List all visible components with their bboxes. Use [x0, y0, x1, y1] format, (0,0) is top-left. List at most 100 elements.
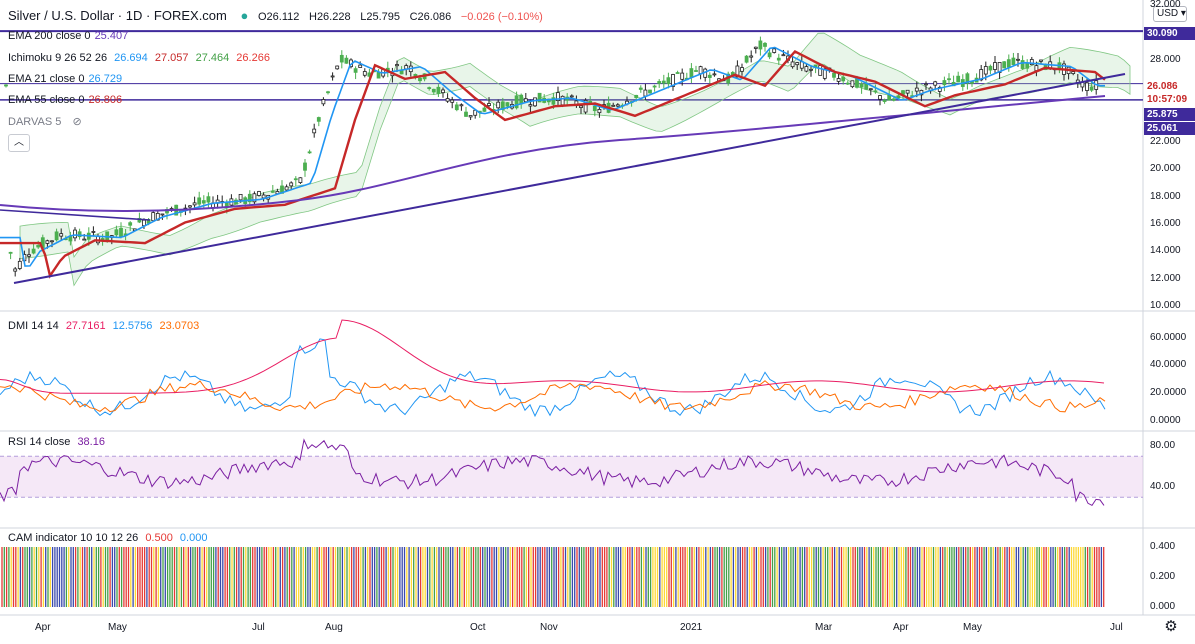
- market-status-icon: ●: [240, 8, 249, 23]
- candle-body: [947, 78, 951, 81]
- gear-icon[interactable]: ⚙: [1164, 618, 1178, 635]
- candle-body: [597, 109, 602, 114]
- candle-body: [712, 73, 717, 76]
- candle-body: [459, 104, 464, 107]
- candle-body: [464, 111, 468, 117]
- candle-body: [795, 62, 800, 66]
- legend-ichimoku[interactable]: Ichimoku 9 26 52 26 26.694 27.057 27.464…: [8, 52, 270, 64]
- candle-body: [431, 88, 436, 93]
- price-tick-label: 28.000: [1150, 53, 1181, 65]
- candle-body: [648, 89, 652, 94]
- candle-body: [523, 98, 528, 103]
- candle-body: [551, 97, 556, 105]
- candle-body: [284, 186, 289, 191]
- ema200-line: [0, 95, 1106, 213]
- ema21-line: [0, 46, 1105, 267]
- price-tick-label: 20.000: [1150, 163, 1181, 175]
- dmi-plus-line: [0, 338, 1106, 418]
- chevron-down-icon: ▾: [1180, 8, 1186, 19]
- candle-body: [661, 80, 666, 84]
- candle-body: [569, 95, 574, 98]
- price-tick-label: 12.000: [1150, 272, 1181, 284]
- candle-body: [845, 82, 850, 85]
- candle-body: [735, 65, 740, 78]
- price-tick-label: 22.000: [1150, 135, 1181, 147]
- candle-body: [91, 231, 96, 233]
- candle-body: [776, 57, 781, 61]
- candle-body: [855, 78, 859, 88]
- time-tick-label: Oct: [470, 622, 486, 633]
- candle-body: [611, 104, 616, 107]
- candle-body: [77, 231, 82, 238]
- candle-body: [1029, 59, 1034, 66]
- rsi-band: [0, 456, 1143, 498]
- candle-body: [914, 87, 919, 92]
- legend-ema55[interactable]: EMA 55 close 0 26.806: [8, 94, 123, 106]
- collapse-legend-button[interactable]: ︿: [8, 134, 30, 152]
- candle-body: [680, 72, 685, 80]
- ohlc-high: H26.228: [309, 11, 351, 23]
- candle-body: [441, 89, 445, 94]
- candle-body: [247, 193, 252, 203]
- candle-body: [1016, 58, 1020, 61]
- time-tick-label: 2021: [680, 622, 703, 633]
- candle-body: [615, 104, 620, 107]
- candle-body: [873, 90, 878, 93]
- eye-hidden-icon[interactable]: ⊘: [72, 116, 82, 128]
- candle-body: [17, 260, 22, 269]
- price-tick-label: 10.000: [1150, 300, 1181, 311]
- adx-line: [0, 319, 1105, 394]
- candle-body: [924, 83, 928, 86]
- candle-body: [790, 61, 795, 68]
- candle-body: [643, 89, 648, 97]
- candle-body: [698, 66, 703, 75]
- candle-body: [73, 229, 77, 239]
- candle-body: [303, 162, 307, 171]
- candle-body: [353, 68, 358, 73]
- candle-body: [942, 80, 947, 86]
- candle-body: [238, 193, 243, 201]
- legend-dmi[interactable]: DMI 14 14 27.7161 12.5756 23.0703: [8, 320, 200, 332]
- legend-ema21[interactable]: EMA 21 close 0 26.729: [8, 73, 123, 85]
- ema55-line: [0, 50, 1106, 279]
- candle-body: [579, 105, 583, 108]
- legend-darvas[interactable]: DARVAS 5 ⊘: [8, 116, 82, 128]
- candle-body: [694, 70, 698, 72]
- price-tick-label: 14.000: [1150, 245, 1181, 257]
- currency-select[interactable]: USD ▾: [1153, 6, 1187, 22]
- candle-body: [119, 227, 123, 237]
- candle-body: [965, 73, 970, 84]
- time-tick-label: Aug: [325, 622, 343, 633]
- trendline-segment: [0, 209, 151, 221]
- candle-body: [505, 102, 510, 107]
- candle-body: [657, 81, 662, 84]
- time-tick-label: Jul: [252, 622, 265, 633]
- candle-body: [666, 77, 671, 84]
- candle-body: [763, 42, 767, 47]
- candle-body: [27, 254, 31, 257]
- legend-ema200[interactable]: EMA 200 close 0 25.407: [8, 30, 129, 42]
- candle-body: [358, 64, 363, 68]
- legend-rsi[interactable]: RSI 14 close 38.16: [8, 436, 105, 448]
- ichimoku-cloud: [19, 32, 1131, 287]
- candle-body: [841, 76, 846, 82]
- time-tick-label: Apr: [35, 622, 51, 633]
- candle-body: [556, 92, 560, 101]
- candle-body: [887, 94, 892, 101]
- rsi-line: [0, 438, 1105, 507]
- candle-body: [362, 71, 367, 76]
- candle-body: [261, 194, 266, 199]
- candle-body: [330, 75, 335, 78]
- candle-body: [1039, 59, 1043, 62]
- candle-body: [933, 81, 938, 86]
- candle-body: [59, 233, 64, 237]
- candle-body: [749, 55, 754, 58]
- candle-body: [252, 193, 257, 203]
- candle-body: [652, 85, 657, 88]
- candle-body: [758, 40, 763, 50]
- trendline-up: [13, 73, 1126, 284]
- candle-body: [859, 83, 864, 88]
- candle-body: [128, 222, 133, 226]
- legend-cam[interactable]: CAM indicator 10 10 12 26 0.500 0.000: [8, 532, 212, 544]
